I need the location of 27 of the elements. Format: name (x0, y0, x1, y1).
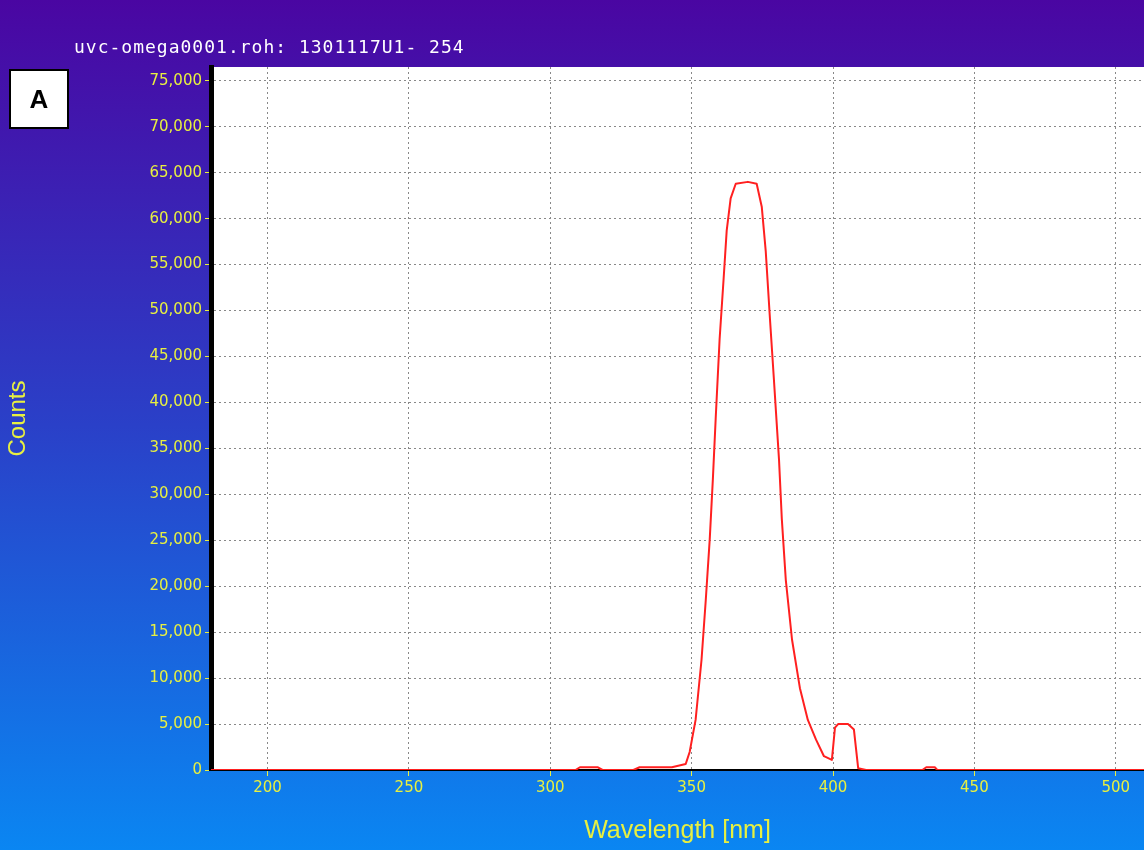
y-tick-label: 5,000 (159, 713, 202, 732)
y-tick-label: 75,000 (149, 70, 202, 89)
x-tick-label: 300 (535, 777, 565, 796)
y-tick-label: 45,000 (149, 346, 202, 365)
x-tick-label: 250 (394, 777, 424, 796)
y-tick-label: 25,000 (149, 530, 202, 549)
y-tick-label: 60,000 (149, 208, 202, 227)
y-tick-label: 35,000 (149, 438, 202, 457)
x-axis-title: Wavelength [nm] (584, 814, 771, 843)
y-tick-label: 0 (192, 759, 202, 778)
y-tick-label: 40,000 (149, 392, 202, 411)
y-axis-title: Counts (3, 380, 31, 457)
y-tick-label: 20,000 (149, 576, 202, 595)
x-tick-label: 400 (818, 777, 848, 796)
y-tick-label: 50,000 (149, 300, 202, 319)
y-tick-label: 55,000 (149, 254, 202, 273)
y-tick-label: 65,000 (149, 162, 202, 181)
y-tick-label: 30,000 (149, 484, 202, 503)
x-tick-label: 200 (253, 777, 282, 796)
chart-title: uvc-omega0001.roh: 1301117U1- 254 (74, 36, 465, 57)
y-tick-label: 70,000 (149, 116, 202, 135)
x-tick-label: 450 (960, 777, 989, 796)
text: A (9, 69, 69, 129)
y-tick-label: 15,000 (149, 622, 202, 641)
x-tick-label: 500 (1101, 777, 1131, 796)
x-tick-label: 350 (677, 777, 706, 796)
y-tick-label: 10,000 (149, 668, 202, 686)
